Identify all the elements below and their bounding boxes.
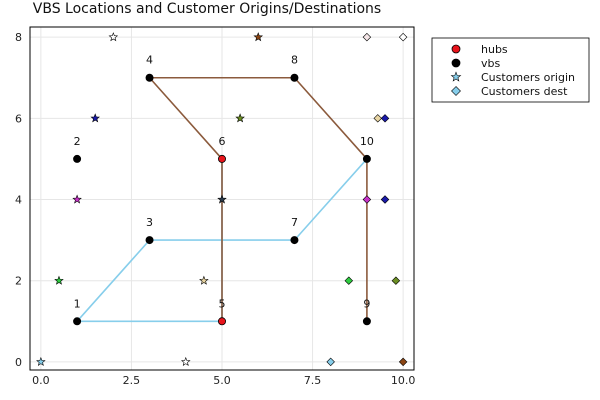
- data-marks: 1 2 3 4 5 6 7 8 9 10: [36, 32, 408, 367]
- legend-label: Customers origin: [481, 71, 575, 84]
- x-tick-label: 0.0: [32, 374, 50, 387]
- hub-point: [217, 317, 226, 326]
- legend-label: vbs: [481, 57, 500, 70]
- node-label: 8: [291, 54, 298, 67]
- origin-point: [199, 275, 209, 285]
- chart-title: VBS Locations and Customer Origins/Desti…: [33, 1, 381, 17]
- origin-point: [235, 113, 245, 123]
- route-line: [148, 76, 368, 322]
- y-tick-label: 4: [15, 194, 22, 207]
- origin-point: [36, 356, 46, 366]
- y-tick-label: 8: [15, 31, 22, 44]
- origin-point: [72, 194, 82, 204]
- node-label: 7: [291, 216, 298, 229]
- destination-point: [362, 195, 372, 204]
- destination-point: [344, 276, 354, 285]
- destination-point: [398, 32, 408, 42]
- destination-point: [373, 114, 382, 123]
- plot-frame: [29, 26, 415, 371]
- node-label: 10: [360, 135, 374, 148]
- y-tick-label: 0: [15, 356, 22, 369]
- destination-point: [326, 357, 335, 367]
- destination-point: [380, 195, 390, 204]
- grid-lines: [30, 27, 414, 370]
- origin-point: [180, 356, 191, 366]
- destination-point: [362, 32, 372, 42]
- vbs-point: [290, 73, 299, 82]
- y-tick-label: 2: [15, 275, 22, 288]
- vbs-point: [145, 236, 154, 245]
- vbs-point: [73, 154, 82, 163]
- legend-marker: [451, 58, 461, 68]
- origin-point: [90, 113, 100, 123]
- x-tick-label: 10.0: [391, 374, 416, 387]
- routes: [76, 76, 368, 323]
- legend-label: Customers dest: [481, 85, 568, 98]
- legend-marker: [451, 44, 461, 54]
- y-tick-label: 6: [15, 112, 22, 125]
- legend-marker: [451, 86, 461, 96]
- vbs-point: [145, 73, 154, 82]
- x-tick-label: 7.5: [304, 374, 322, 387]
- vbs-point: [290, 236, 299, 245]
- legend-label: hubs: [481, 43, 508, 56]
- tick-labels: 0.0 2.5 5.0 7.5 10.0 0 2 4 6 8: [15, 31, 415, 387]
- vbs-point: [362, 317, 371, 326]
- destination-point: [391, 276, 401, 285]
- node-label: 1: [74, 297, 81, 310]
- x-tick-label: 5.0: [213, 374, 231, 387]
- x-tick-label: 2.5: [123, 374, 141, 387]
- destination-point: [380, 114, 390, 123]
- origin-point: [217, 194, 227, 204]
- origin-point: [253, 32, 264, 42]
- origin-point: [54, 275, 64, 285]
- node-label: 4: [146, 54, 153, 67]
- destination-point: [398, 357, 408, 367]
- hub-point: [217, 154, 226, 163]
- vbs-point: [362, 154, 371, 163]
- vbs-point: [73, 317, 82, 326]
- node-label: 2: [74, 135, 81, 148]
- origin-point: [108, 32, 119, 42]
- node-label: 3: [146, 216, 153, 229]
- legend-marker: [450, 71, 462, 82]
- node-label: 5: [219, 297, 226, 310]
- node-label: 9: [363, 297, 370, 310]
- node-label: 6: [219, 135, 226, 148]
